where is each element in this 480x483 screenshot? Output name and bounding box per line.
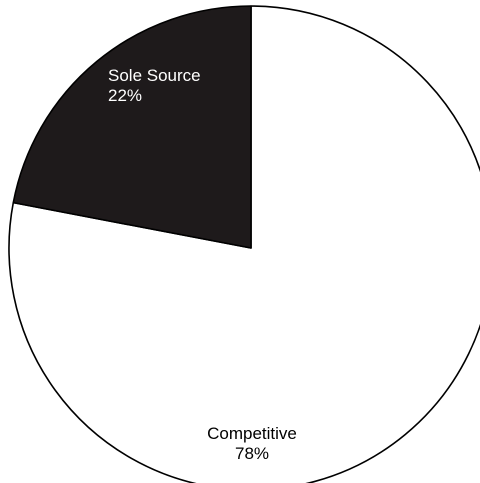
slices-layer — [8, 5, 480, 483]
slice-label-sole-source: Sole Source — [108, 66, 201, 85]
slice-value-sole-source: 22% — [108, 86, 142, 105]
slice-label-competitive: Competitive — [207, 424, 297, 443]
pie-slice-competitive — [8, 5, 480, 483]
pie-slice-sole-source — [12, 5, 252, 249]
slice-value-competitive: 78% — [235, 444, 269, 463]
